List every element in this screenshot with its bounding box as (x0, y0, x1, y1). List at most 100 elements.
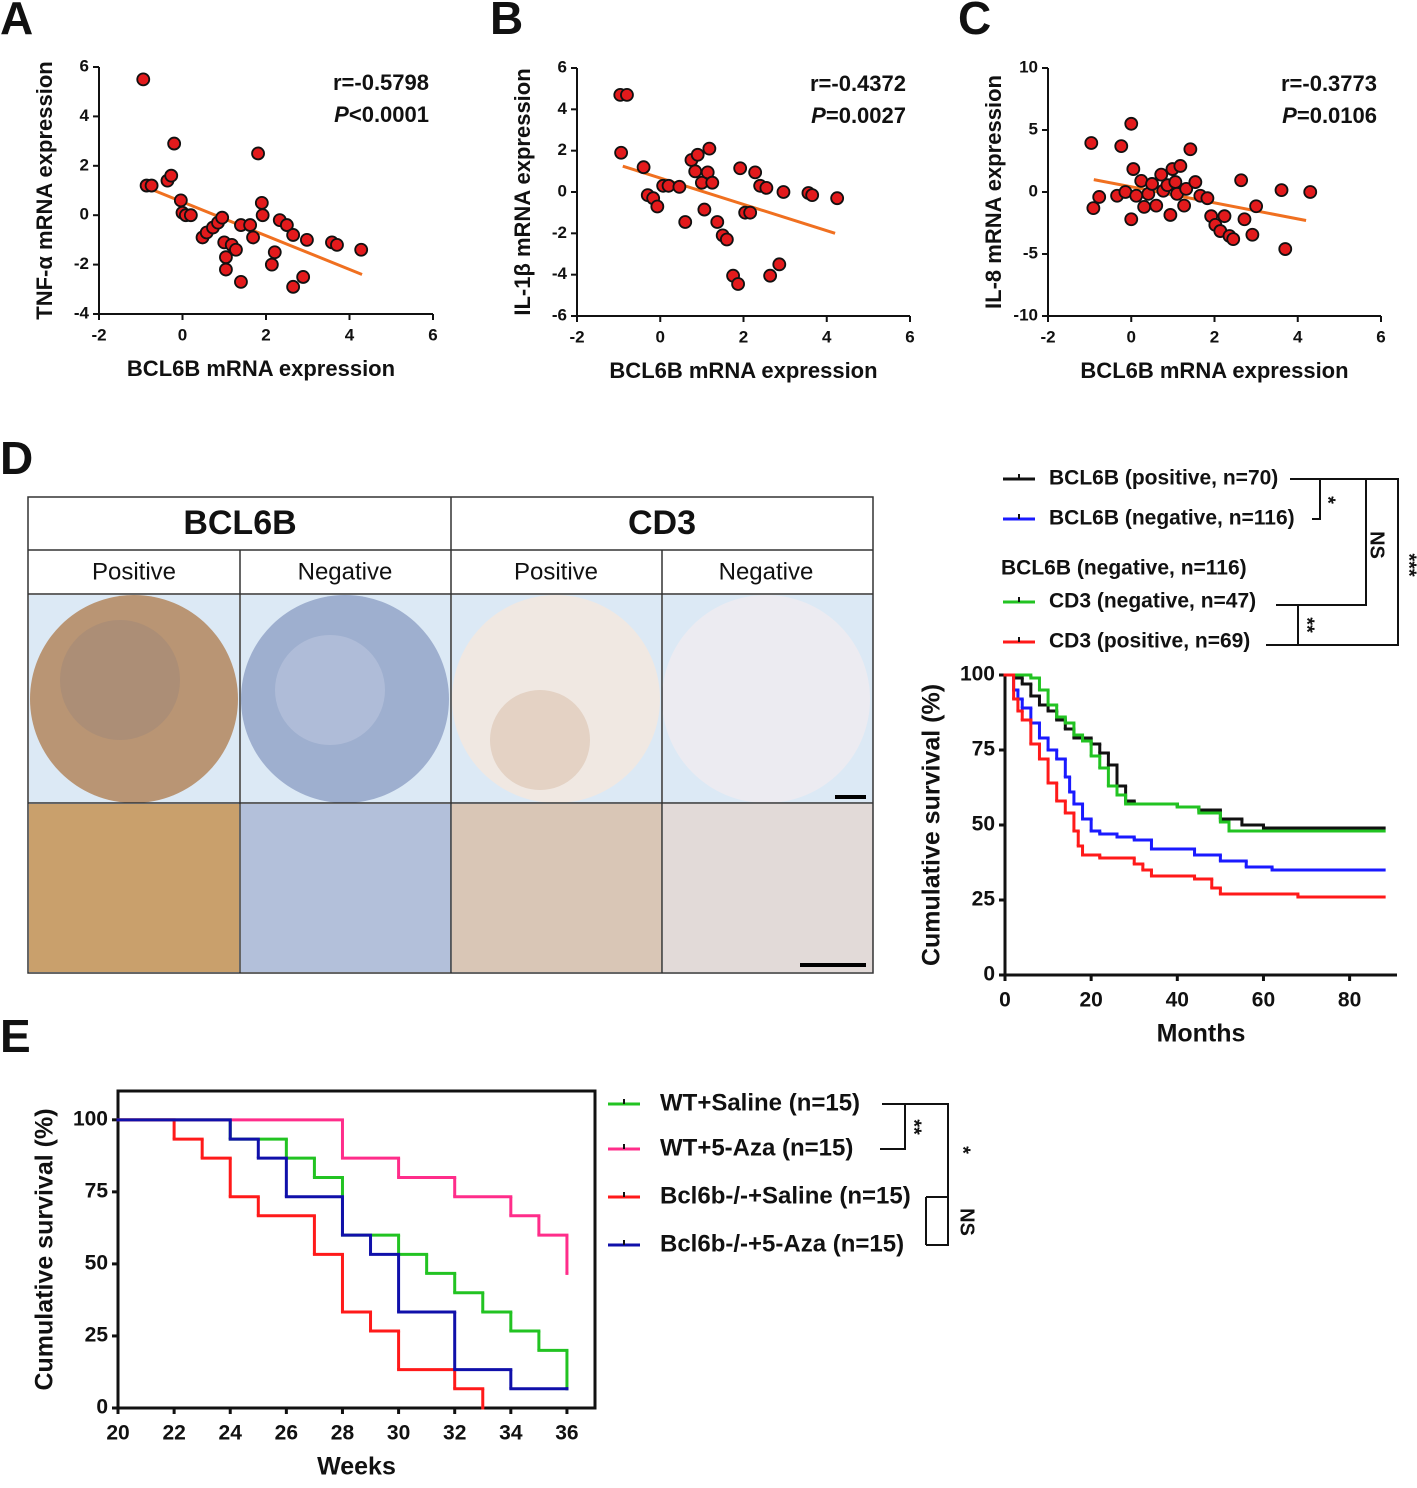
point (672, 179, 687, 194)
point (1168, 175, 1183, 189)
y-tick-label: 50 (972, 813, 995, 836)
point (1154, 167, 1169, 182)
point (1179, 181, 1194, 196)
legend-label: BCL6B (negative, n=116) (1049, 507, 1295, 530)
point (1114, 139, 1129, 154)
y-tick-label: 6 (558, 57, 567, 76)
legend-label: Bcl6b-/-+Saline (n=15) (660, 1182, 911, 1209)
y-tick-label: 2 (558, 140, 567, 159)
table-subheader: Negative (298, 558, 393, 585)
point (1092, 190, 1107, 204)
y-tick-label: 75 (972, 738, 996, 761)
x-tick-label: 20 (1079, 989, 1102, 1012)
table-header: CD3 (628, 504, 696, 542)
point (255, 208, 270, 223)
annotation: P<0.0001 (334, 102, 429, 127)
bracket (1312, 479, 1321, 520)
y-tick-label: -2 (74, 254, 89, 273)
annotation: r=-0.4372 (810, 71, 906, 96)
chart: C -10 -5 0 5 10 -2 0 2 4 6 IL-8 mRNA expression BCL6… (958, 0, 1386, 383)
x-tick-label: 24 (219, 1422, 243, 1445)
x-tick-label: 32 (443, 1422, 466, 1445)
point (1245, 227, 1260, 242)
y-tick-label: 0 (96, 1396, 108, 1419)
significance-label: NS (956, 1208, 978, 1236)
point (705, 175, 720, 190)
panel-label: E (0, 1010, 31, 1062)
point (759, 180, 774, 195)
legend-label: WT+Saline (n=15) (660, 1089, 860, 1116)
p-symbol: P (1282, 103, 1297, 128)
x-tick-label: 30 (387, 1422, 410, 1445)
point (678, 215, 693, 229)
point (702, 141, 717, 156)
point (144, 178, 159, 193)
point (719, 232, 734, 247)
point (1086, 201, 1101, 216)
point (733, 161, 748, 176)
bracket (925, 1196, 949, 1246)
x-tick-label: 0 (656, 327, 665, 346)
y-tick-label: 25 (972, 888, 996, 911)
y-tick-label: -2 (552, 223, 567, 242)
point (330, 237, 344, 252)
point (710, 215, 725, 229)
point (234, 274, 248, 289)
point (1145, 177, 1159, 191)
point (1237, 212, 1252, 227)
x-tick-label: 60 (1252, 989, 1275, 1012)
point (219, 262, 233, 277)
y-axis-title: Cumulative survival (%) (918, 684, 946, 966)
x-axis-title: Months (1157, 1020, 1246, 1048)
y-tick-label: 50 (85, 1251, 108, 1274)
p-symbol: P (334, 102, 349, 127)
annotation: r=-0.5798 (333, 70, 429, 95)
y-tick-label: 0 (983, 963, 995, 986)
point (164, 168, 179, 183)
panel-label: B (490, 0, 523, 44)
x-tick-label: -2 (1040, 327, 1055, 346)
legend-label: Bcl6b-/-+5-Aza (n=15) (660, 1230, 904, 1257)
point (1137, 199, 1152, 214)
image (452, 804, 662, 972)
x-tick-label: 2 (739, 327, 748, 346)
legend-label: WT+5-Aza (n=15) (660, 1134, 853, 1161)
annotation: P=0.0027 (811, 103, 906, 128)
plot-frame (116, 1089, 597, 1410)
y-tick-label: 2 (80, 155, 89, 174)
point (1249, 199, 1264, 214)
point (690, 147, 705, 162)
y-tick-label: -10 (1013, 305, 1038, 324)
significance-label: NS (1366, 531, 1388, 559)
point (688, 164, 703, 179)
y-axis-title: Cumulative survival (%) (31, 1108, 59, 1390)
panel-label: A (0, 0, 33, 44)
point (697, 202, 712, 217)
point (1303, 185, 1318, 199)
y-tick-label: -4 (552, 264, 568, 283)
y-axis-title: IL-1β mRNA expression (510, 68, 535, 315)
point (805, 188, 820, 203)
y-tick-label: 0 (80, 205, 89, 224)
point (354, 242, 369, 257)
point (300, 232, 314, 247)
point (743, 205, 758, 220)
p-value: <0.0001 (349, 102, 429, 127)
point (1177, 198, 1192, 213)
annotation: r=-0.3773 (1281, 71, 1377, 96)
x-tick-label: -2 (569, 327, 584, 346)
point (286, 228, 301, 242)
point (1226, 232, 1241, 247)
point (254, 195, 269, 210)
point (763, 268, 778, 283)
significance-label: ** (903, 1119, 925, 1135)
point (1183, 142, 1198, 157)
point (296, 270, 311, 284)
table-subheader: Positive (514, 558, 598, 585)
x-tick-label: 36 (555, 1422, 578, 1445)
p-symbol: P (811, 103, 826, 128)
annotation: P=0.0106 (1282, 103, 1377, 128)
x-tick-label: 20 (106, 1422, 129, 1445)
